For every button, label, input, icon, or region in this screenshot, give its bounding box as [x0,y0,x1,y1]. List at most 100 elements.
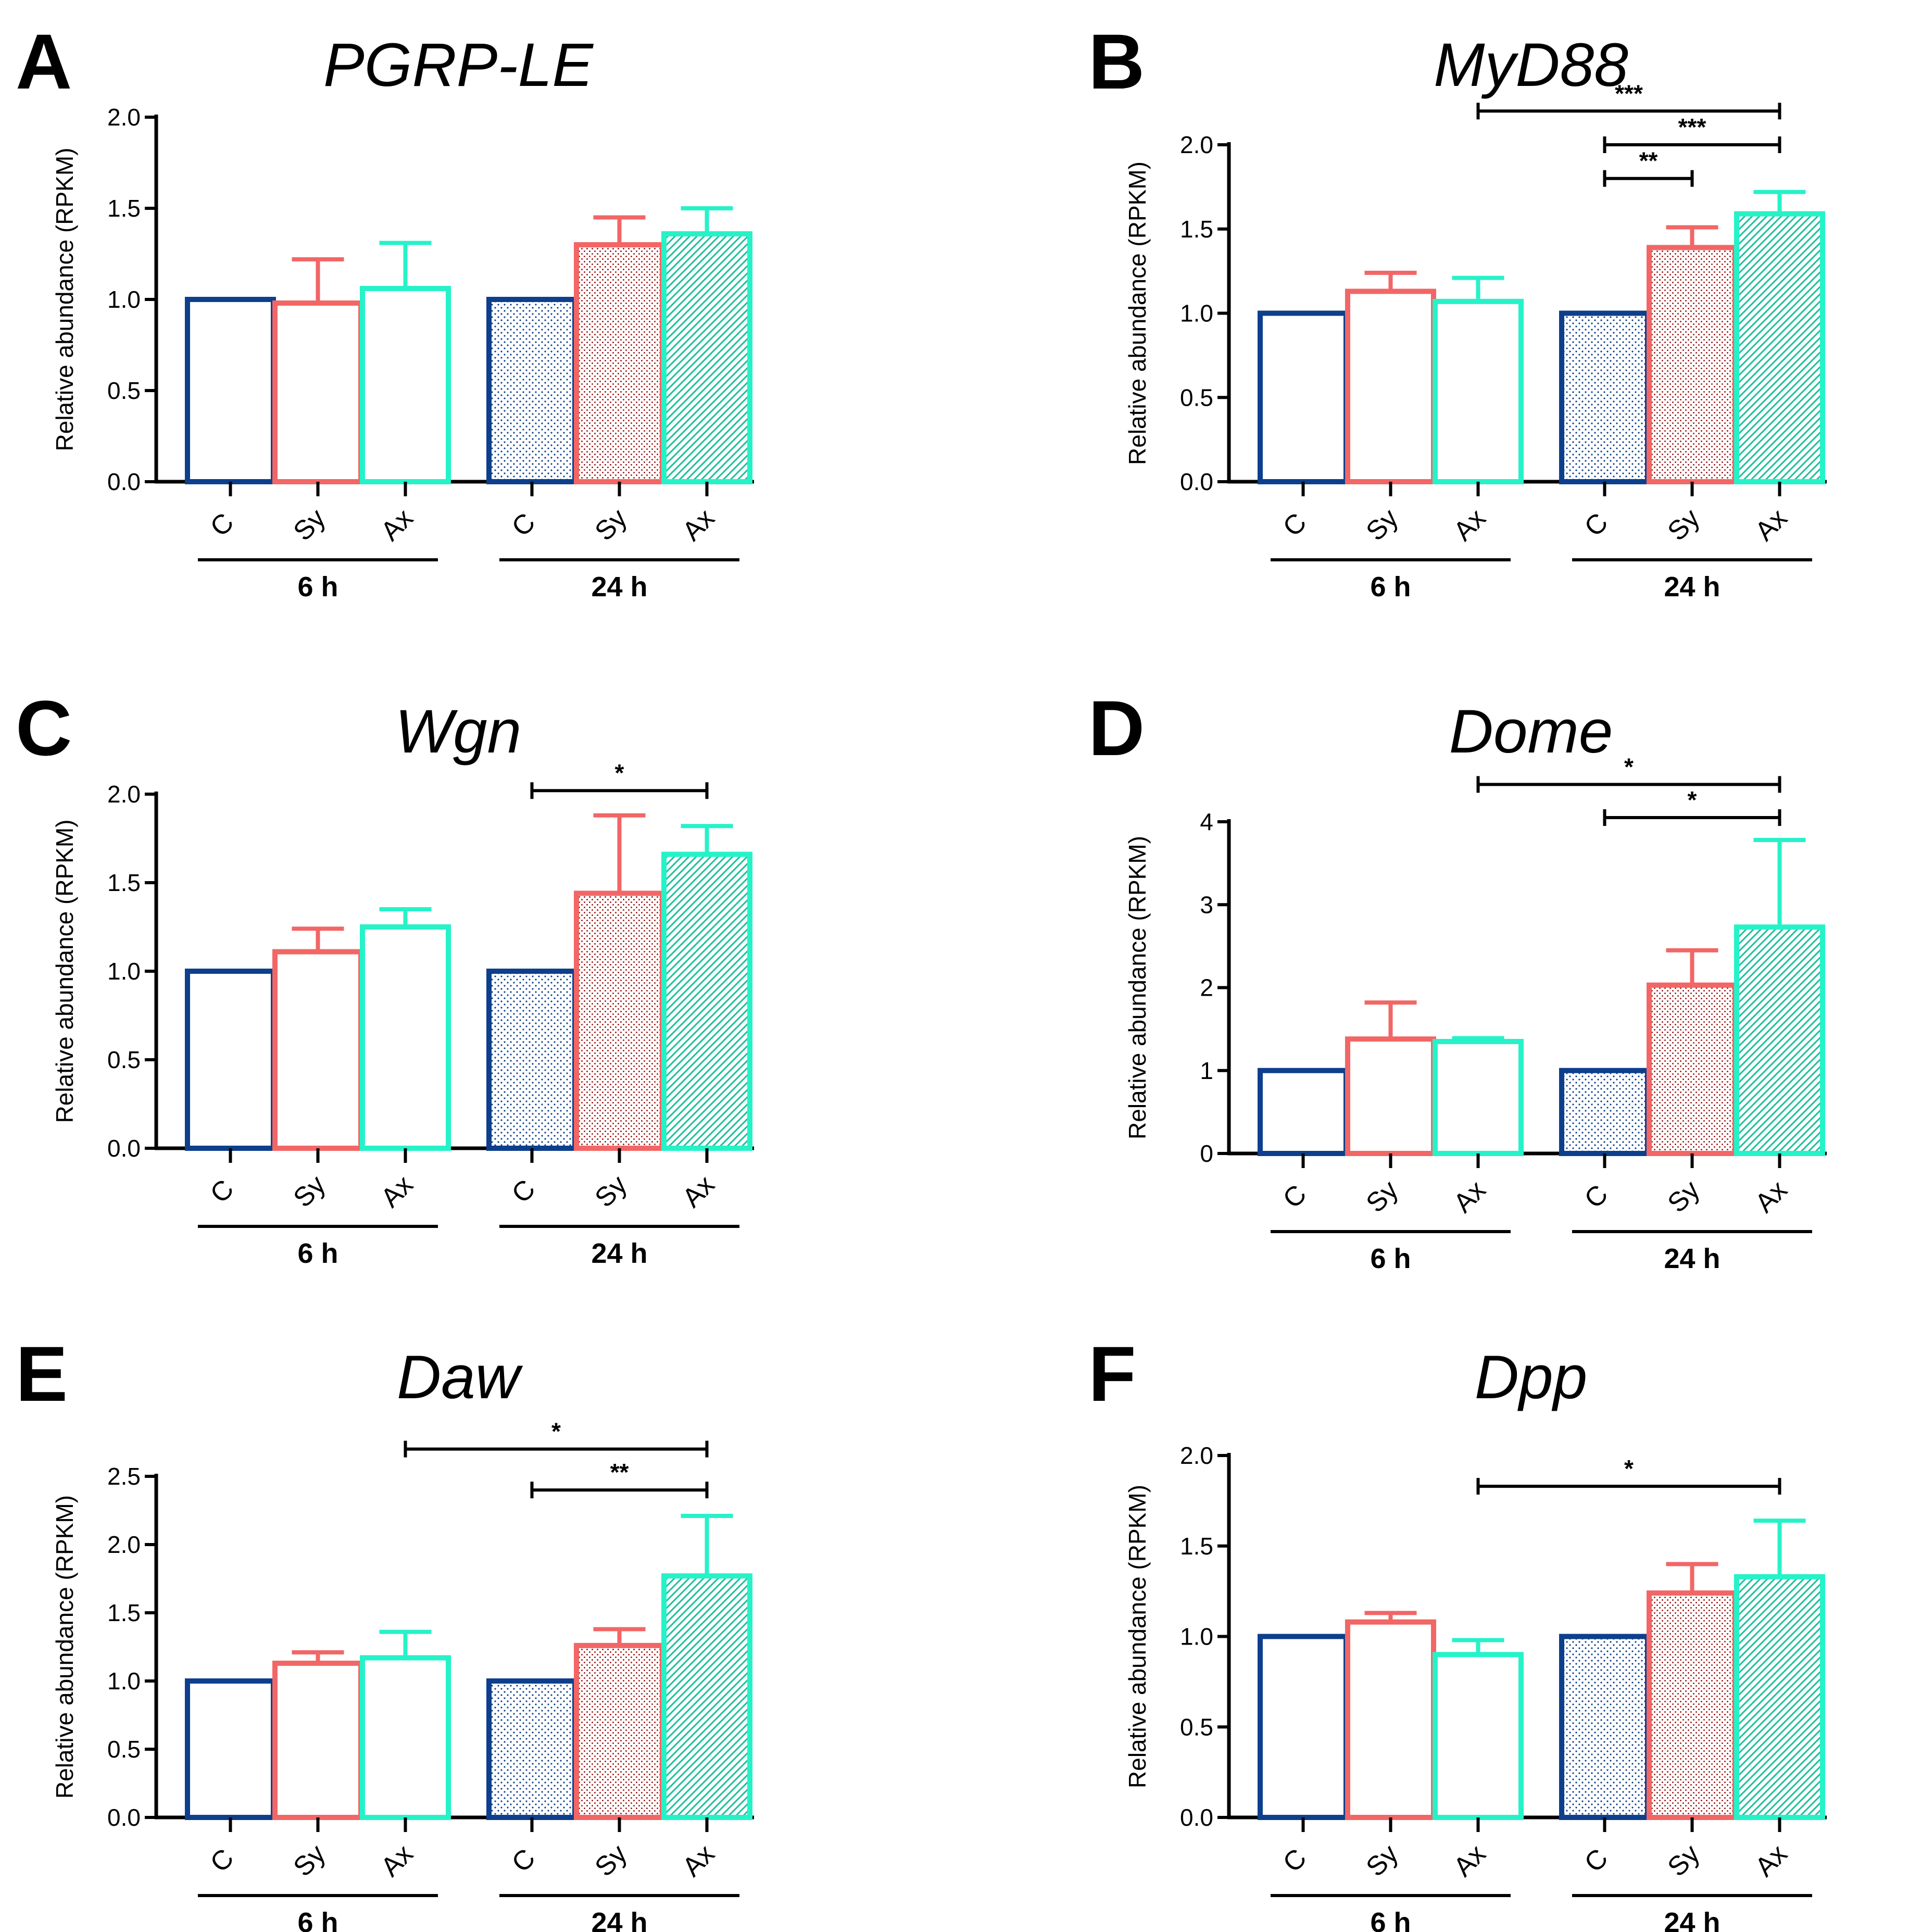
significance-label: *** [1615,80,1643,107]
category-label: Sy [589,503,633,547]
y-tick-label: 0.0 [1180,1804,1213,1831]
category-label: Sy [1361,1175,1404,1219]
panel-letter: F [1088,1330,1136,1417]
y-tick-label: 2.0 [107,104,141,131]
panel-letter: B [1088,18,1145,105]
bar-c-24h [1559,1068,1650,1156]
category-label: Sy [1361,1839,1404,1883]
group-label: 24 h [1664,571,1720,603]
y-axis-title: Relative abundance (RPKM) [1124,836,1151,1139]
chart-panel-e: E Daw 0.0 0.5 1.0 1.5 2.0 2.5 Relative abundance… [16,1330,754,1932]
bar-sy-24h [1647,245,1738,484]
category-label: Sy [1662,1175,1706,1219]
bar-c-6h [1258,1634,1349,1820]
significance-label: * [551,1418,561,1445]
category-label: Sy [288,1170,332,1213]
y-tick-label: 1.0 [107,958,141,985]
panel-letter: C [16,684,72,772]
group-label: 6 h [297,1907,338,1932]
significance-label: * [615,759,624,786]
category-label: Sy [288,1839,332,1883]
y-tick-label: 0.0 [1180,468,1213,495]
y-tick-label: 0 [1200,1140,1213,1167]
group-label: 24 h [591,1238,647,1269]
y-tick-label: 0.0 [107,468,141,495]
y-tick-label: 1.5 [1180,216,1213,243]
category-label: Ax [375,1839,419,1883]
y-axis-title: Relative abundance (RPKM) [1124,161,1151,465]
group-label: 6 h [1370,571,1411,603]
y-tick-label: 0.5 [1180,1713,1213,1740]
category-label: C [1277,1843,1313,1878]
category-label: Ax [677,1170,721,1213]
bar-ax-24h [661,231,752,484]
bar-c-24h [1559,310,1650,484]
category-label: C [1277,507,1313,543]
category-label: Sy [589,1170,633,1213]
category-label: C [205,1174,240,1209]
significance-label: *** [1678,114,1706,141]
significance-label: ** [610,1459,629,1486]
group-label: 6 h [297,571,338,603]
y-tick-label: 1.0 [1180,1623,1213,1650]
category-label: Ax [1750,503,1793,547]
bar-c-24h [1559,1634,1650,1820]
significance-label: * [1624,1455,1634,1482]
bar-sy-24h [574,890,665,1151]
bar-sy-24h [1647,1590,1738,1821]
y-tick-label: 2.0 [1180,1442,1213,1469]
y-tick-label: 1.0 [1180,300,1213,327]
bar-sy-6h [1345,288,1436,484]
y-tick-label: 1.5 [1180,1533,1213,1560]
chart-title: Wgn [395,697,522,766]
category-label: Ax [1750,1839,1793,1883]
y-tick-label: 2 [1200,974,1213,1001]
category-label: Ax [677,503,721,547]
category-label: C [205,1843,240,1878]
y-tick-label: 1.0 [107,286,141,313]
chart-title: MyD88 [1434,31,1628,99]
y-axis-title: Relative abundance (RPKM) [51,148,78,451]
bar-c-24h [486,297,577,484]
chart-title: Dpp [1475,1343,1587,1412]
category-label: Sy [288,503,332,547]
bar-ax-24h [1734,1574,1825,1820]
category-label: C [1277,1179,1313,1214]
y-tick-label: 1 [1200,1057,1213,1084]
category-label: Sy [589,1839,633,1883]
category-label: C [506,1843,542,1878]
chart-panel-b: B MyD88 0.0 0.5 1.0 1.5 2.0 Relative abundance … [1088,18,1827,603]
bar-c-6h [185,969,276,1151]
category-label: C [205,507,240,543]
group-label: 24 h [591,1907,647,1932]
bar-sy-24h [574,1642,665,1820]
bar-sy-6h [1345,1619,1436,1820]
category-label: Sy [1662,1839,1706,1883]
y-tick-label: 2.0 [1180,131,1213,158]
category-label: Ax [677,1839,721,1883]
bar-ax-6h [360,924,451,1151]
bar-sy-24h [1647,982,1738,1157]
bar-sy-6h [272,949,363,1151]
group-label: 24 h [591,571,647,603]
bar-c-24h [486,969,577,1151]
significance-label: * [1688,786,1697,813]
bar-sy-6h [272,300,363,484]
bar-c-6h [1258,310,1349,484]
bar-sy-6h [272,1660,363,1820]
y-tick-label: 0.5 [107,1736,141,1763]
y-tick-label: 0.0 [107,1804,141,1831]
bar-c-24h [486,1678,577,1820]
significance-label: * [1624,753,1634,780]
y-axis-title: Relative abundance (RPKM) [1124,1485,1151,1788]
y-tick-label: 2.5 [107,1463,141,1490]
bar-ax-6h [1433,1039,1524,1156]
y-tick-label: 0.5 [107,377,141,404]
y-tick-label: 1.5 [107,1599,141,1626]
y-tick-label: 4 [1200,808,1213,835]
category-label: Ax [1448,1839,1492,1883]
category-label: C [506,1174,542,1209]
panel-letter: D [1088,684,1145,772]
chart-title: Dome [1449,697,1613,766]
y-tick-label: 2.0 [107,1531,141,1558]
